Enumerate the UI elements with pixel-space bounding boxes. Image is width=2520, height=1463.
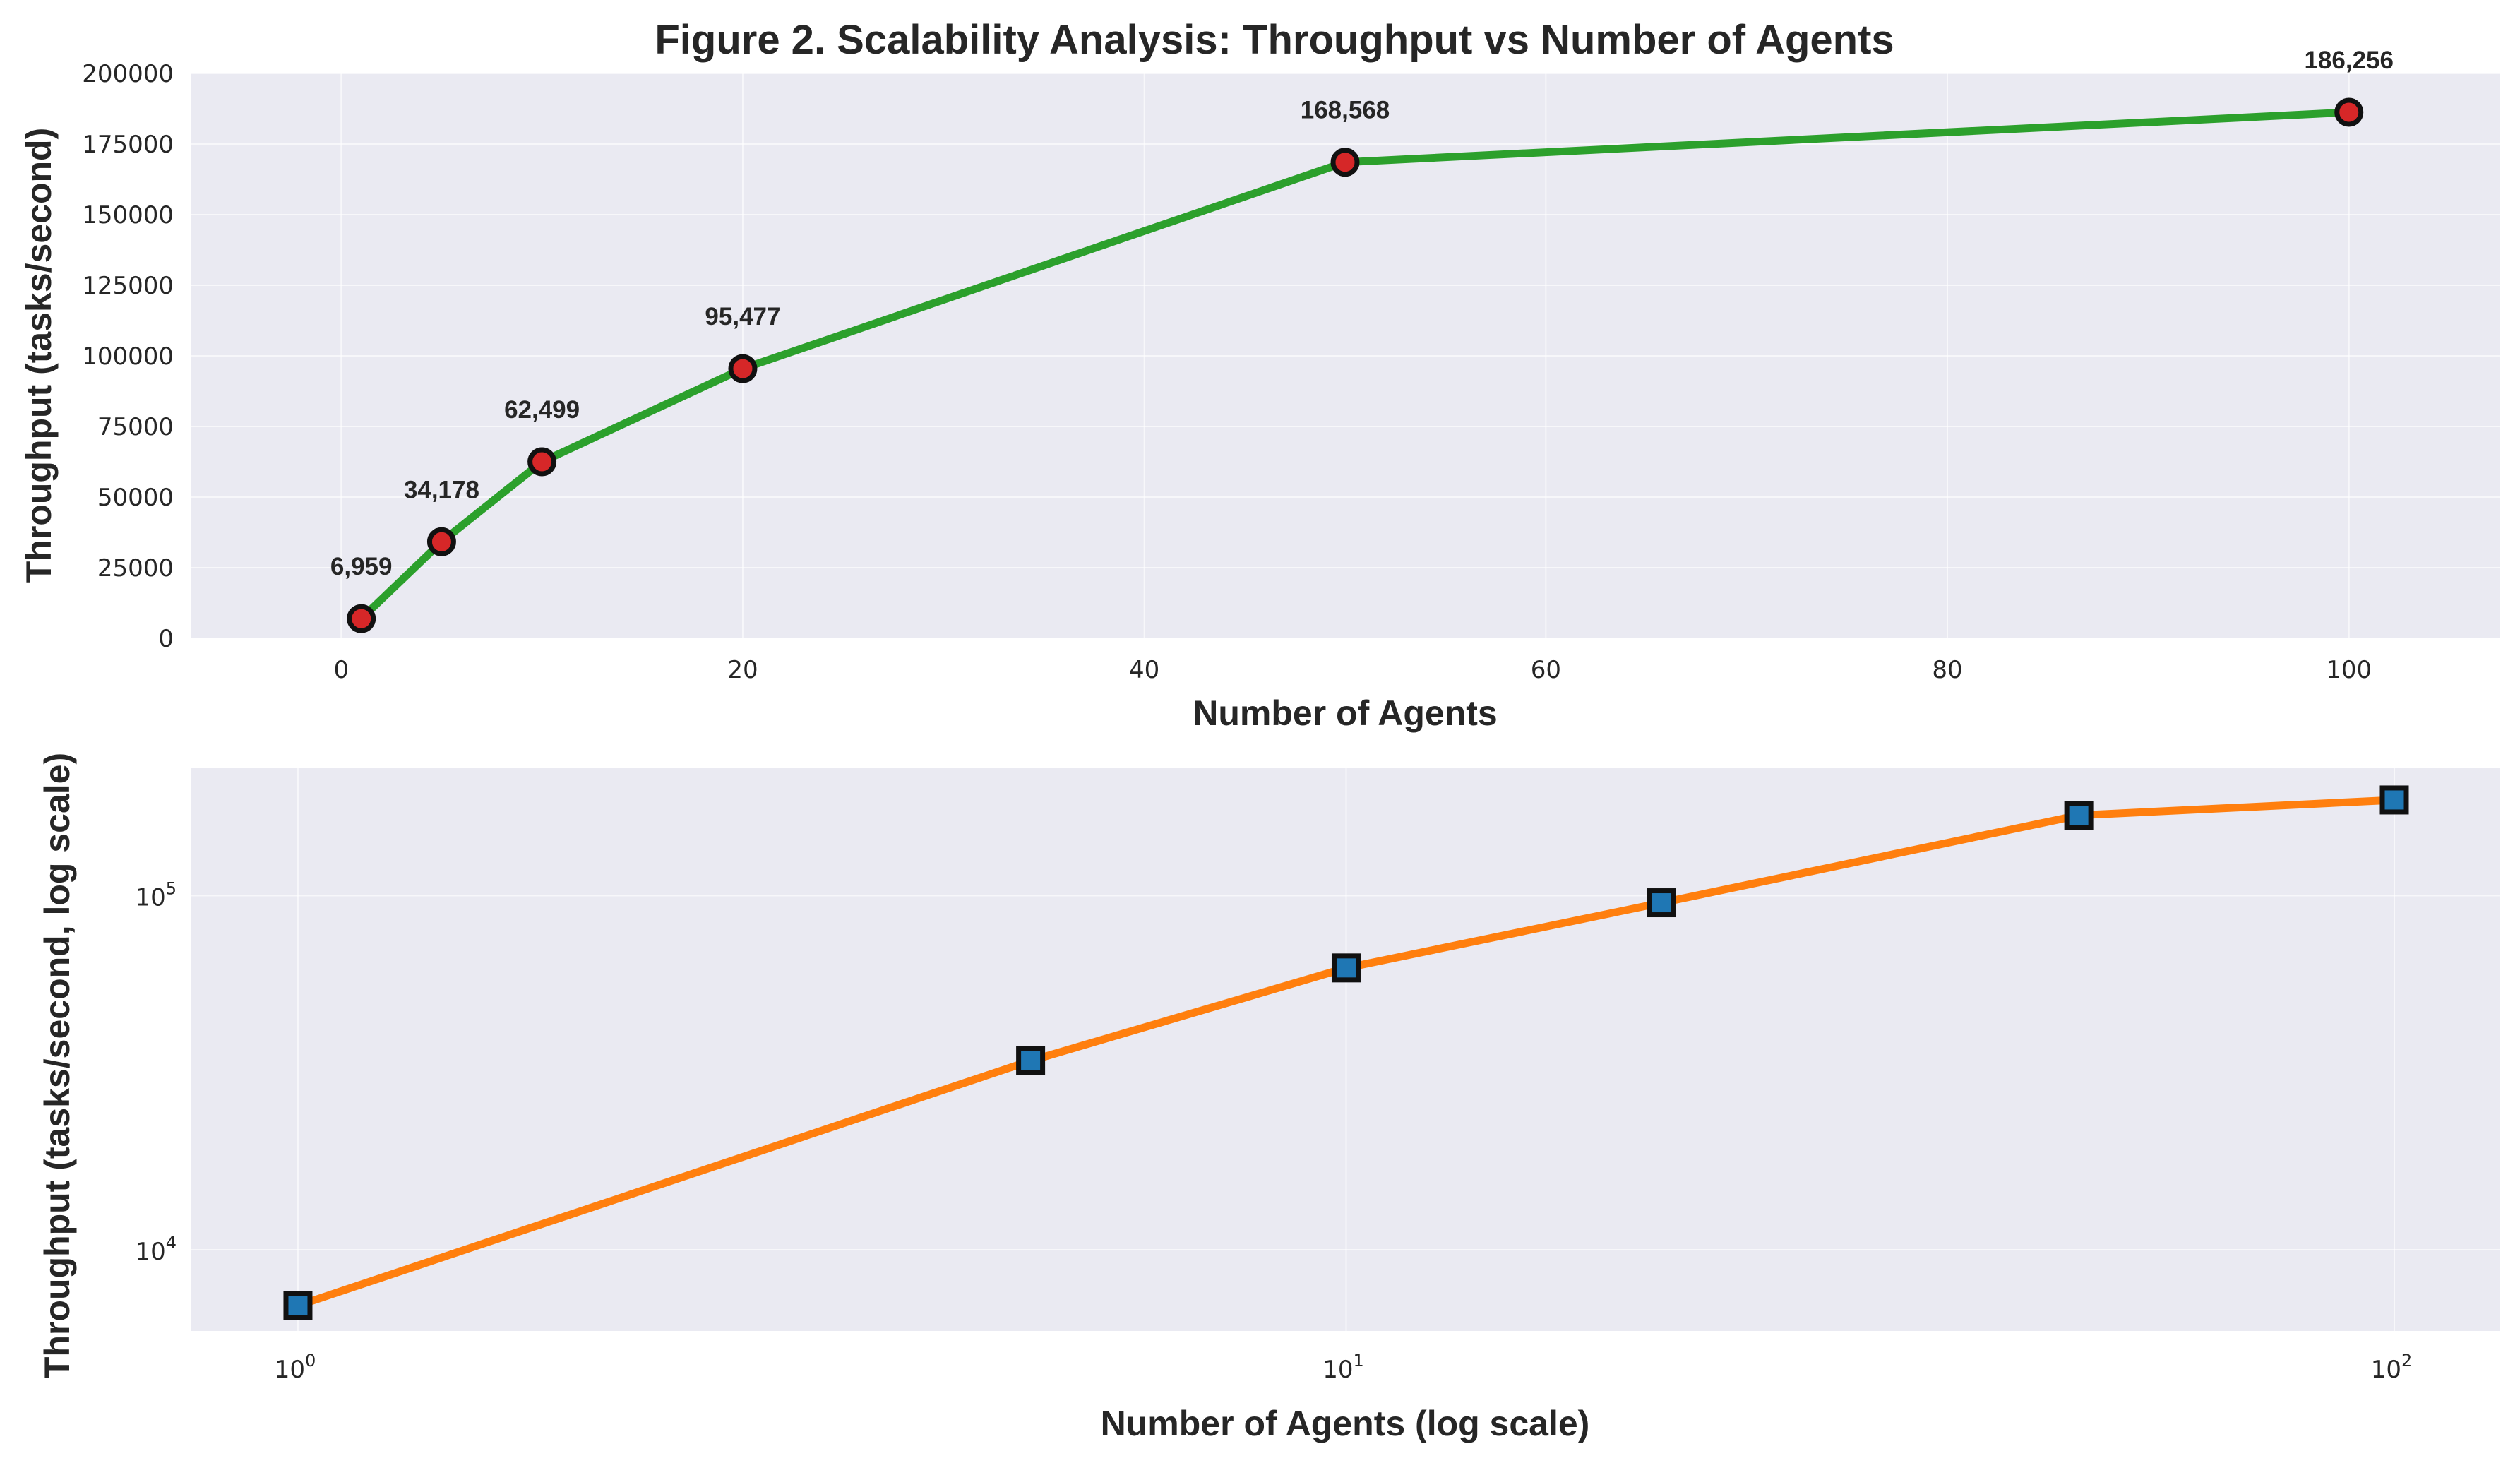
bottom-gridlines: [191, 768, 2500, 1331]
top-y-tick-label: 200000: [82, 60, 174, 88]
bottom-series-markers: [283, 785, 2409, 1320]
bottom-data-point: [2064, 801, 2094, 830]
top-gridlines: [191, 73, 2500, 639]
top-x-tick-label: 60: [1531, 656, 1561, 684]
top-y-tick-label: 100000: [82, 342, 174, 371]
top-data-point: [728, 354, 758, 383]
top-data-label: 62,499: [504, 396, 580, 424]
top-y-tick-label: 175000: [82, 131, 174, 159]
bottom-x-axis-label: Number of Agents (log scale): [1101, 1404, 1590, 1443]
bottom-data-point: [1016, 1046, 1046, 1075]
top-data-point: [2334, 97, 2364, 127]
top-chart: 0 20 40 60 80 100 0 25000 50000 75000 100000 12500…: [19, 47, 2500, 733]
top-y-tick-label: 25000: [97, 554, 174, 583]
top-data-point: [347, 604, 376, 633]
bottom-chart: 100 101 102 104 105 Number of Agents (log s…: [37, 753, 2500, 1443]
bottom-x-tick-label: 100: [275, 1351, 316, 1384]
top-y-tick-label: 150000: [82, 201, 174, 229]
top-x-tick-label: 40: [1129, 656, 1159, 684]
top-data-label: 34,178: [404, 476, 479, 503]
bottom-x-tick-labels: 100 101 102: [275, 1351, 2413, 1384]
top-data-point: [1330, 148, 1360, 177]
top-data-label: 6,959: [330, 553, 393, 580]
top-series-line: [358, 108, 2350, 622]
top-y-tick-label: 125000: [82, 272, 174, 300]
top-x-tick-labels: 0 20 40 60 80 100: [333, 656, 2372, 684]
bottom-y-tick-labels: 104 105: [135, 878, 177, 1266]
top-series-markers: [347, 97, 2364, 633]
bottom-y-tick-label: 105: [135, 878, 177, 912]
top-data-label: 168,568: [1301, 97, 1390, 124]
bottom-plot-area: [191, 768, 2500, 1331]
bottom-x-tick-label: 102: [2371, 1351, 2413, 1384]
top-x-tick-label: 100: [2326, 656, 2372, 684]
bottom-data-point: [283, 1291, 313, 1320]
top-y-axis-label: Throughput (tasks/second): [19, 128, 59, 583]
top-data-label: 186,256: [2304, 47, 2394, 74]
top-x-axis-label: Number of Agents: [1193, 693, 1498, 733]
bottom-y-axis-label: Throughput (tasks/second, log scale): [37, 753, 77, 1378]
top-y-tick-label: 0: [158, 625, 174, 653]
bottom-data-point: [1331, 953, 1361, 983]
top-y-tick-labels: 0 25000 50000 75000 100000 125000 150000 175000…: [82, 60, 174, 653]
top-x-tick-label: 20: [727, 656, 758, 684]
top-y-tick-label: 75000: [97, 413, 174, 441]
bottom-data-point: [2379, 785, 2409, 815]
bottom-series-line: [297, 796, 2395, 1310]
top-x-tick-label: 0: [333, 656, 349, 684]
top-data-label: 95,477: [705, 303, 780, 330]
bottom-y-tick-label: 104: [135, 1233, 177, 1266]
bottom-x-tick-label: 101: [1322, 1351, 1364, 1384]
top-data-labels: 6,959 34,178 62,499 95,477 168,568 186,256: [330, 47, 2394, 580]
bottom-data-point: [1647, 888, 1676, 918]
top-y-tick-label: 50000: [97, 484, 174, 512]
top-data-point: [426, 527, 456, 556]
top-data-point: [527, 447, 557, 477]
chart-title: Figure 2. Scalability Analysis: Throughp…: [655, 17, 1894, 63]
top-x-tick-label: 80: [1932, 656, 1962, 684]
